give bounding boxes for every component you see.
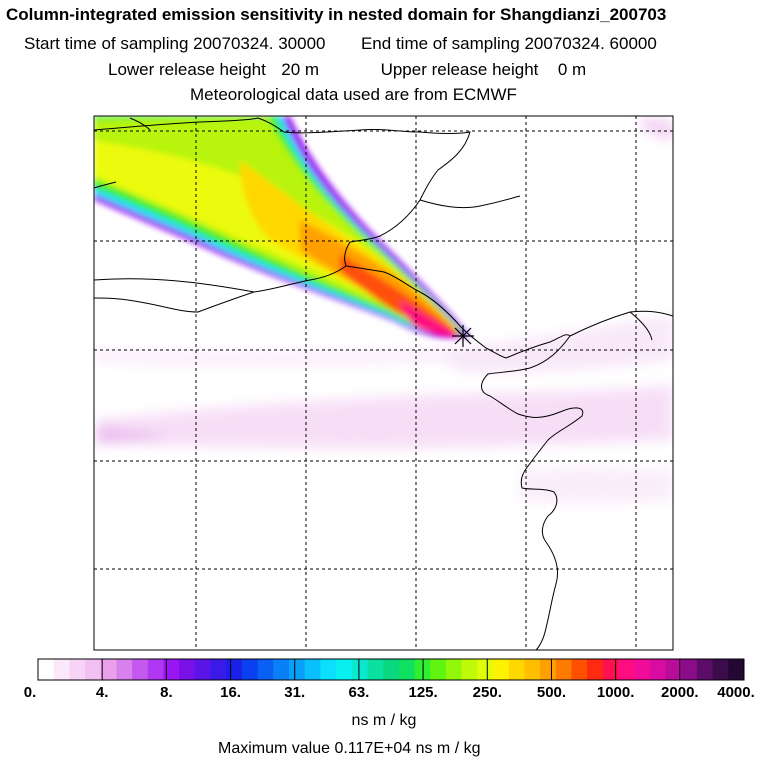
- colorbar-tick-label: 16.: [220, 684, 241, 701]
- colorbar-tick-label: 2000.: [661, 684, 699, 701]
- lower-height-value: 20 m: [281, 60, 320, 79]
- lower-height-label: Lower release height: [108, 60, 266, 79]
- sampling-times: Start time of sampling 20070324. 30000 E…: [24, 34, 768, 54]
- colorbar-tick-label: 500.: [536, 684, 567, 701]
- end-time-label: End time of sampling: [360, 34, 520, 53]
- end-time-value: 20070324. 60000: [524, 34, 657, 53]
- colorbar-tick-label: 4.: [95, 684, 109, 701]
- colorbar-tick-label: 31.: [284, 684, 306, 701]
- sensitivity-field: [94, 116, 673, 650]
- colorbar-tick-label: 63.: [348, 684, 370, 701]
- colorbar-tick-label: 125.: [408, 684, 438, 701]
- plot-title: Column-integrated emission sensitivity i…: [6, 5, 667, 24]
- met-data-line: Meteorological data used are from ECMWF: [190, 85, 517, 104]
- colorbar-tick-label: 0.: [23, 684, 37, 701]
- release-heights: Lower release height 20 m Upper release …: [108, 60, 768, 80]
- colorbar-units: ns m / kg: [351, 712, 417, 729]
- start-time-label: Start time of sampling: [24, 34, 189, 53]
- colorbar-tick-label: 1000.: [596, 684, 635, 701]
- coastlines: [94, 117, 673, 650]
- upper-height-value: 0 m: [557, 60, 587, 79]
- lat-lon-grid: [94, 116, 673, 650]
- map-frame: [93, 115, 674, 651]
- emission-sensitivity-map: [93, 115, 674, 651]
- maximum-value: Maximum value 0.117E+04 ns m / kg: [218, 740, 481, 757]
- colorbar-tick-label: 8.: [160, 684, 173, 701]
- start-time-value: 20070324. 30000: [193, 34, 326, 53]
- colorbar-tick-label: 250.: [472, 684, 502, 701]
- receptor-marker: [452, 325, 474, 347]
- upper-height-label: Upper release height: [380, 60, 539, 79]
- colorbar-tick-label: 4000.: [717, 684, 755, 701]
